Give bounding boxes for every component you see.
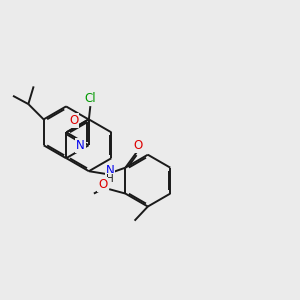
Text: O: O bbox=[69, 114, 78, 127]
Text: Cl: Cl bbox=[85, 92, 96, 105]
Text: O: O bbox=[134, 140, 143, 152]
Text: N: N bbox=[76, 139, 85, 152]
Text: H: H bbox=[106, 174, 114, 184]
Text: O: O bbox=[98, 178, 107, 191]
Text: N: N bbox=[106, 164, 115, 177]
